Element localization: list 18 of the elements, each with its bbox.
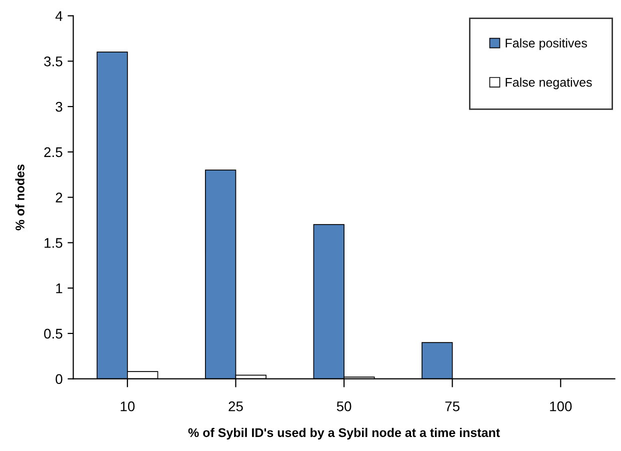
y-tick-label: 1 xyxy=(56,284,62,294)
y-tick-label: 3.5 xyxy=(44,56,62,66)
y-tick-label: 4 xyxy=(55,11,62,21)
x-tick-label: 25 xyxy=(228,401,243,412)
x-tick-label: 75 xyxy=(445,402,460,412)
y-axis-title: % of nodes xyxy=(15,164,24,230)
y-tick-label: 0.5 xyxy=(44,328,62,339)
x-axis-title: % of Sybil ID's used by a Sybil node at a time instant xyxy=(188,428,500,440)
x-tick-label: 100 xyxy=(550,401,572,412)
y-tick-label: 3 xyxy=(56,102,62,112)
x-tick-label: 50 xyxy=(336,401,352,412)
x-tick-label: 10 xyxy=(120,401,135,412)
y-tick-label: 2 xyxy=(56,192,62,202)
y-tick-label: 1.5 xyxy=(44,238,62,248)
y-tick-label: 0 xyxy=(56,374,62,384)
legend-label: False negatives xyxy=(506,78,592,90)
legend-label: False positives xyxy=(506,38,587,50)
y-tick-label: 2.5 xyxy=(44,147,62,158)
